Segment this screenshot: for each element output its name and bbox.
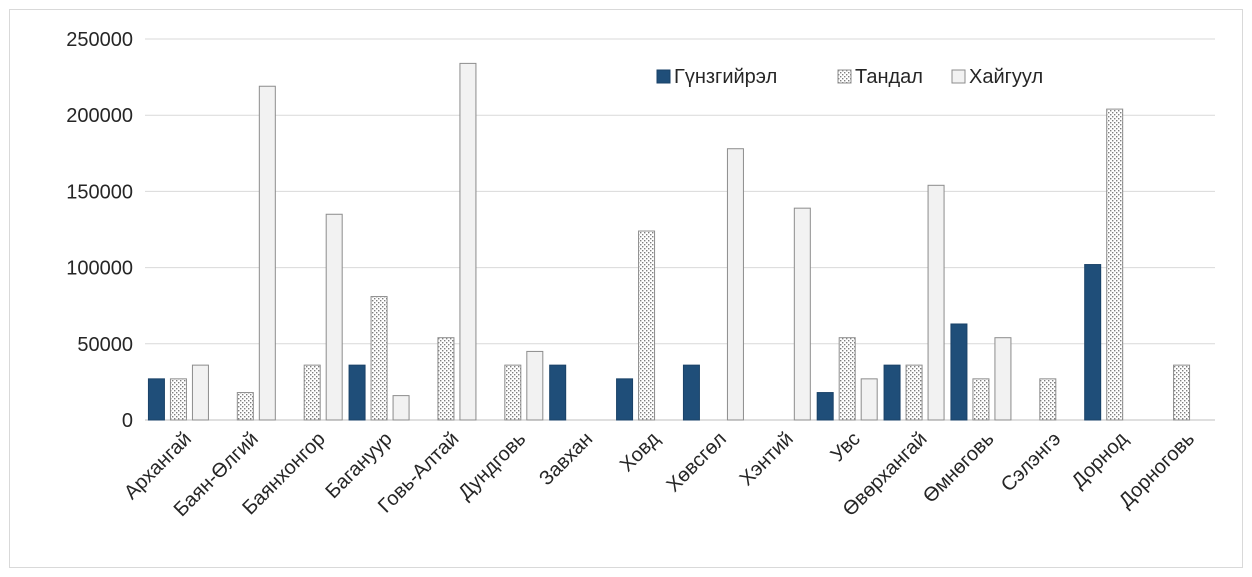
legend-label: Хайгуул	[969, 66, 1043, 88]
bar-gunzgiirel	[348, 364, 366, 421]
y-tick-label: 50000	[77, 334, 133, 356]
bar-tandal	[169, 378, 187, 421]
bar-tandal	[437, 337, 455, 421]
bar-haiguul	[392, 395, 410, 421]
bar-tandal	[370, 296, 388, 421]
legend-swatch	[837, 69, 852, 84]
bar-tandal	[504, 364, 522, 421]
legend-label: Тандал	[855, 66, 923, 88]
bar-tandal	[905, 364, 923, 421]
bar-gunzgiirel	[549, 364, 567, 421]
bar-haiguul	[325, 213, 343, 421]
legend-swatch	[656, 69, 671, 84]
y-tick-label: 150000	[66, 181, 133, 203]
bar-tandal	[838, 337, 856, 421]
bars	[147, 62, 1191, 421]
x-tick-label: Өмнөговь	[919, 428, 999, 508]
bar-tandal	[1039, 378, 1057, 421]
bar-haiguul	[927, 184, 945, 421]
bar-haiguul	[994, 337, 1012, 421]
bar-gunzgiirel	[616, 378, 634, 421]
y-axis: 0 50000 100000 150000 200000 250000	[66, 29, 133, 432]
x-axis: АрхангайБаян-ӨлгийБаянхонгорБагануурГовь…	[120, 428, 1199, 521]
bar-tandal	[1106, 108, 1124, 421]
y-tick-label: 250000	[66, 29, 133, 51]
bar-tandal	[638, 230, 656, 421]
bar-gunzgiirel	[1084, 264, 1102, 421]
bar-haiguul	[526, 350, 544, 421]
bar-gunzgiirel	[147, 378, 165, 421]
y-tick-label: 200000	[66, 105, 133, 127]
bar-tandal	[1173, 364, 1191, 421]
x-tick-label: Хөвсгөл	[662, 428, 731, 497]
x-tick-label: Ховд	[616, 428, 665, 477]
bar-tandal	[303, 364, 321, 421]
x-tick-label: Хэнтий	[736, 428, 798, 490]
x-tick-label: Увс	[827, 428, 865, 466]
x-tick-label: Сэлэнгэ	[997, 428, 1065, 496]
bar-haiguul	[258, 85, 276, 421]
bar-haiguul	[860, 378, 878, 421]
bar-gunzgiirel	[883, 364, 901, 421]
bar-gunzgiirel	[682, 364, 700, 421]
x-tick-label: Дундговь	[454, 428, 530, 504]
x-tick-label: Дорнод	[1068, 428, 1133, 493]
chart-frame	[9, 9, 1243, 568]
gridlines	[145, 38, 1215, 421]
bar-haiguul	[459, 62, 477, 421]
bar-tandal	[972, 378, 990, 421]
legend-label: Гүнзгийрэл	[674, 66, 777, 88]
y-tick-label: 100000	[66, 258, 133, 280]
bar-tandal	[236, 392, 254, 421]
x-tick-label: Завхан	[535, 428, 597, 490]
bar-haiguul	[793, 207, 811, 421]
bar-haiguul	[726, 148, 744, 421]
bar-gunzgiirel	[950, 323, 968, 421]
bar-gunzgiirel	[816, 392, 834, 421]
bar-haiguul	[191, 364, 209, 421]
legend-swatch	[951, 69, 966, 84]
legend: Гүнзгийрэл Тандал Хайгуул	[656, 66, 1043, 88]
y-tick-label: 0	[122, 410, 133, 432]
